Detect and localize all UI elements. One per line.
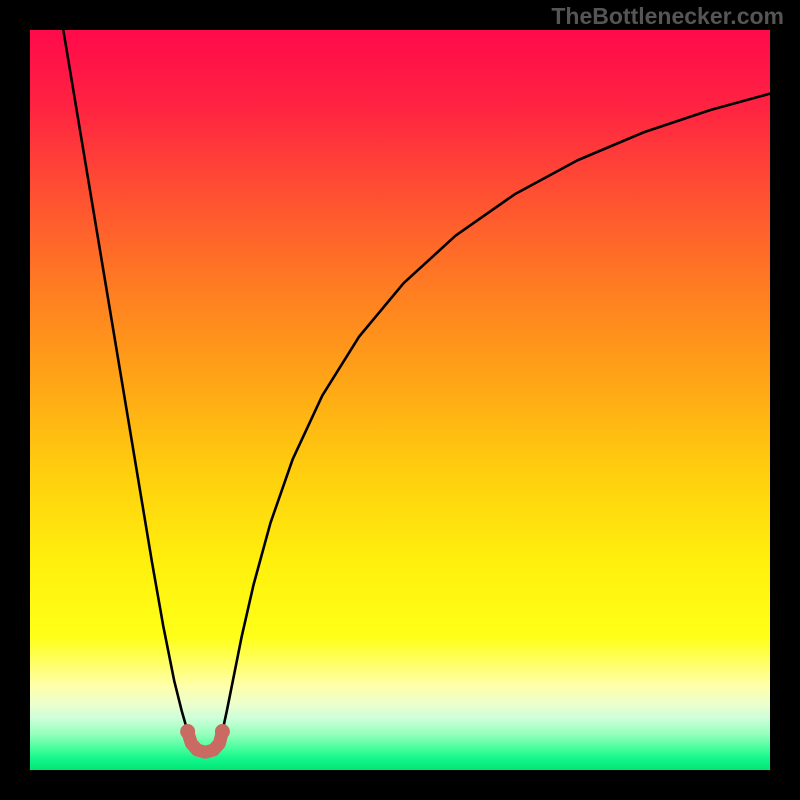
plot-area [30, 30, 770, 770]
chart-container: TheBottlenecker.com [0, 0, 800, 800]
watermark-text: TheBottlenecker.com [551, 3, 784, 30]
